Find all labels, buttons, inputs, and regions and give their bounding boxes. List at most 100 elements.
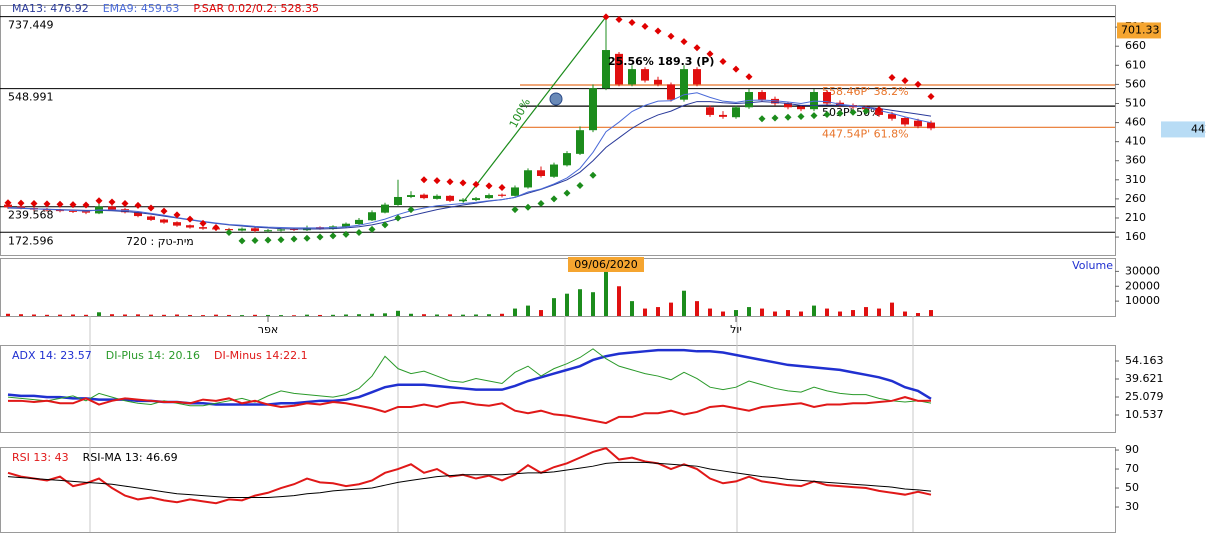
- level-label: 548.991: [8, 91, 54, 104]
- sar-dot: [667, 32, 675, 40]
- volume-bar: [383, 313, 387, 316]
- volume-bar: [825, 308, 829, 316]
- sar-dot: [459, 179, 467, 187]
- legend-label: EMA9: 459.63: [103, 2, 180, 15]
- fib-label: 447.54P' 61.8%: [822, 127, 909, 140]
- sar-dot: [212, 224, 220, 232]
- candle-body: [355, 219, 363, 225]
- x-tick-label: יול: [730, 323, 742, 336]
- candle-body: [446, 195, 454, 201]
- date-marker-label: 09/06/2020: [574, 258, 637, 271]
- y-tick-label: 360: [1125, 154, 1146, 167]
- volume-bar: [45, 314, 49, 316]
- volume-bar: [513, 308, 517, 316]
- sar-dot: [225, 228, 233, 236]
- volume-bar: [84, 314, 88, 316]
- y-tick-label: 310: [1125, 173, 1146, 186]
- volume-bar: [877, 308, 881, 316]
- adx-panel: [0, 345, 1116, 433]
- sar-dot: [472, 180, 480, 188]
- candle-body: [433, 195, 441, 199]
- price-marker: [1117, 22, 1161, 39]
- y-tick-label: 160: [1125, 230, 1146, 243]
- volume-bar: [708, 308, 712, 316]
- volume-bar: [487, 314, 491, 316]
- candle-body: [901, 117, 909, 125]
- volume-bar: [435, 314, 439, 316]
- sar-dot: [537, 199, 545, 207]
- y-tick-label: 560: [1125, 77, 1146, 90]
- volume-bar: [123, 314, 127, 316]
- y-tick-label: 510: [1125, 96, 1146, 109]
- candle-body: [277, 229, 285, 231]
- sar-dot: [758, 115, 766, 123]
- candle-body: [641, 69, 649, 81]
- volume-bar: [552, 298, 556, 316]
- volume-bar: [422, 314, 426, 316]
- price-marker: [1161, 121, 1205, 138]
- legend-label: DI-Minus 14:22.1: [214, 349, 308, 362]
- volume-bar: [591, 292, 595, 316]
- volume-bar: [253, 314, 257, 316]
- candle-body: [43, 209, 51, 211]
- candle-body: [602, 50, 610, 89]
- volume-bar: [643, 308, 647, 316]
- candle-body: [745, 92, 753, 108]
- volume-title: Volume: [1072, 259, 1113, 272]
- sar-dot: [654, 27, 662, 35]
- sar-dot: [121, 199, 129, 207]
- trend-line: [462, 16, 607, 203]
- volume-bar: [292, 315, 296, 316]
- candle-body: [459, 199, 467, 202]
- volume-bar: [929, 310, 933, 316]
- sar-dot: [147, 204, 155, 212]
- candle-body: [251, 228, 259, 231]
- volume-bar: [747, 307, 751, 316]
- sar-dot: [368, 225, 376, 233]
- sar-dot: [355, 228, 363, 236]
- candle-body: [537, 170, 545, 176]
- sar-dot: [862, 107, 870, 115]
- sar-dot: [251, 236, 259, 244]
- candle-body: [654, 79, 662, 85]
- volume-bar: [916, 313, 920, 316]
- sar-dot: [69, 201, 77, 209]
- candle-body: [784, 103, 792, 108]
- legend-label: DI-Plus 14: 20.16: [106, 349, 200, 362]
- volume-bar: [279, 315, 283, 316]
- sar-dot: [82, 201, 90, 209]
- candle-body: [758, 92, 766, 100]
- volume-bar: [903, 311, 907, 316]
- y-tick-label: 410: [1125, 135, 1146, 148]
- price-marker-label: 701.33: [1121, 23, 1160, 36]
- ma-line: [7, 92, 932, 229]
- y-tick-label: 90: [1125, 443, 1139, 456]
- sar-dot: [771, 114, 779, 122]
- volume-bar: [539, 310, 543, 316]
- volume-bar: [734, 310, 738, 316]
- candle-body: [147, 216, 155, 220]
- volume-bar: [318, 314, 322, 316]
- sar-dot: [511, 206, 519, 214]
- level-label: 737.449: [8, 19, 54, 32]
- candle-body: [498, 194, 506, 196]
- volume-bar: [864, 307, 868, 316]
- volume-bar: [890, 302, 894, 316]
- volume-bar: [838, 311, 842, 316]
- sar-dot: [745, 73, 753, 81]
- volume-bar: [162, 314, 166, 316]
- volume-panel: [0, 258, 1116, 317]
- y-tick-label: 260: [1125, 192, 1146, 205]
- candle-body: [706, 107, 714, 115]
- volume-bar: [331, 314, 335, 316]
- volume-bar: [201, 315, 205, 316]
- volume-bar: [344, 314, 348, 316]
- volume-bar: [578, 289, 582, 316]
- indicator-line: [7, 461, 932, 499]
- candle-body: [615, 53, 623, 85]
- volume-bar: [149, 314, 153, 316]
- volume-bar: [370, 313, 374, 316]
- candle-body: [69, 210, 77, 212]
- price-panel: [0, 5, 1116, 256]
- volume-bar: [617, 286, 621, 316]
